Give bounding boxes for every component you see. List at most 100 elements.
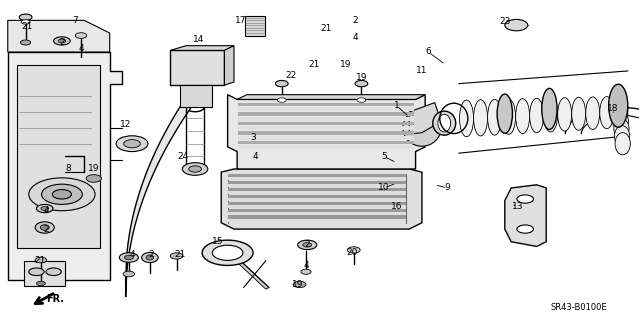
Text: 7: 7: [72, 16, 77, 25]
Text: 23: 23: [499, 18, 511, 26]
Ellipse shape: [277, 98, 286, 102]
Ellipse shape: [614, 96, 628, 128]
Ellipse shape: [609, 84, 628, 127]
Ellipse shape: [86, 175, 101, 182]
Text: 4: 4: [129, 250, 135, 259]
Polygon shape: [228, 95, 425, 169]
Text: 20: 20: [346, 248, 358, 257]
Bar: [239, 145, 414, 149]
Bar: [228, 174, 406, 177]
Ellipse shape: [146, 255, 154, 260]
Text: FR.: FR.: [47, 293, 65, 304]
Text: 2: 2: [148, 250, 154, 259]
Bar: [228, 191, 406, 194]
Bar: [239, 122, 414, 125]
Ellipse shape: [170, 253, 183, 259]
Polygon shape: [225, 46, 234, 85]
Bar: [228, 202, 406, 205]
Text: 1: 1: [394, 101, 399, 110]
Polygon shape: [170, 46, 234, 50]
Bar: [228, 212, 406, 215]
Text: 17: 17: [235, 16, 246, 25]
Ellipse shape: [54, 37, 70, 45]
Ellipse shape: [600, 97, 614, 129]
Text: 21: 21: [321, 24, 332, 33]
Ellipse shape: [301, 269, 311, 274]
Bar: [228, 209, 406, 212]
Ellipse shape: [505, 19, 528, 31]
Bar: [239, 107, 414, 111]
Ellipse shape: [488, 99, 502, 135]
Text: 11: 11: [416, 66, 428, 76]
Ellipse shape: [42, 184, 83, 204]
Bar: [239, 131, 414, 135]
Ellipse shape: [572, 97, 586, 130]
Polygon shape: [237, 95, 425, 100]
Ellipse shape: [298, 240, 317, 250]
Text: 12: 12: [120, 120, 131, 129]
Text: 21: 21: [21, 22, 33, 31]
Bar: [170, 50, 225, 85]
Bar: [239, 126, 414, 130]
Ellipse shape: [124, 255, 133, 260]
Ellipse shape: [614, 126, 630, 146]
Ellipse shape: [35, 222, 54, 233]
Text: 21: 21: [174, 250, 186, 259]
Text: 16: 16: [390, 203, 402, 211]
Bar: [228, 188, 406, 191]
Ellipse shape: [497, 94, 513, 133]
Ellipse shape: [29, 268, 44, 276]
Text: 13: 13: [512, 203, 524, 211]
Text: 14: 14: [193, 35, 205, 44]
Ellipse shape: [612, 105, 628, 122]
Bar: [228, 215, 406, 219]
Ellipse shape: [36, 204, 53, 213]
Ellipse shape: [612, 98, 627, 114]
Ellipse shape: [116, 136, 148, 152]
Ellipse shape: [557, 98, 572, 131]
Ellipse shape: [517, 195, 534, 203]
Ellipse shape: [46, 268, 61, 276]
Text: 4: 4: [252, 152, 258, 161]
Ellipse shape: [19, 14, 32, 20]
Ellipse shape: [212, 245, 243, 260]
Ellipse shape: [355, 80, 368, 87]
Polygon shape: [409, 103, 441, 134]
Text: 21: 21: [34, 256, 45, 265]
Ellipse shape: [40, 225, 49, 230]
Bar: [228, 198, 406, 201]
Bar: [239, 117, 414, 121]
Bar: [180, 85, 212, 107]
Polygon shape: [8, 52, 122, 280]
Ellipse shape: [119, 253, 138, 262]
Polygon shape: [505, 185, 546, 247]
Text: 4: 4: [303, 261, 308, 270]
Ellipse shape: [36, 281, 45, 286]
Bar: [228, 205, 406, 208]
Text: 21: 21: [308, 60, 319, 69]
Ellipse shape: [403, 109, 441, 146]
Ellipse shape: [460, 100, 474, 137]
Ellipse shape: [613, 112, 628, 130]
Text: 24: 24: [177, 152, 189, 161]
Ellipse shape: [357, 98, 366, 102]
Ellipse shape: [293, 281, 306, 287]
Ellipse shape: [35, 257, 47, 263]
Bar: [17, 65, 100, 248]
Ellipse shape: [586, 97, 600, 130]
Text: 4: 4: [352, 33, 358, 42]
Polygon shape: [221, 169, 422, 229]
Text: 19: 19: [356, 73, 367, 82]
Text: 22: 22: [285, 71, 297, 80]
Ellipse shape: [123, 271, 134, 277]
Bar: [228, 177, 406, 180]
Ellipse shape: [438, 114, 451, 132]
Ellipse shape: [29, 178, 95, 211]
Ellipse shape: [433, 111, 456, 135]
Ellipse shape: [141, 252, 158, 263]
Bar: [228, 219, 406, 222]
Bar: [228, 195, 406, 198]
Text: 9: 9: [445, 183, 451, 192]
Ellipse shape: [275, 80, 288, 87]
Text: 4: 4: [78, 44, 84, 53]
